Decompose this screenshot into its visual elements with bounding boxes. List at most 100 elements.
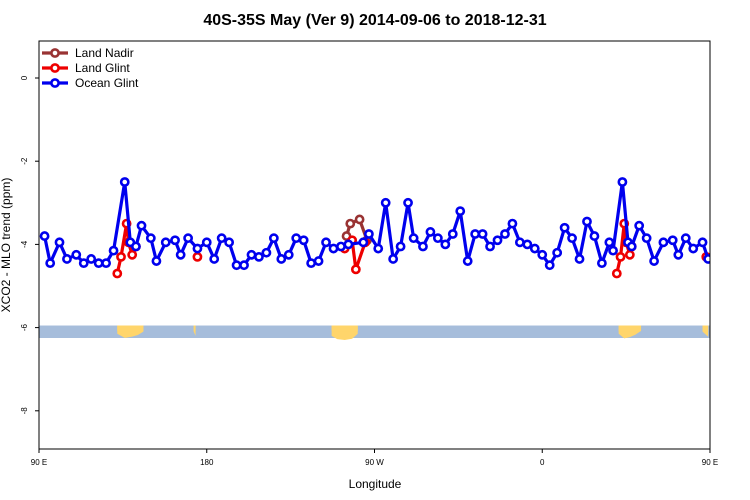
ocean-glint-point: [574, 254, 585, 264]
x-axis-label: Longitude: [349, 477, 402, 491]
ocean-glint-point: [403, 197, 413, 208]
ocean-glint-point: [276, 254, 287, 264]
ocean-glint-point: [522, 239, 533, 250]
legend-land-nadir-label: Land Nadir: [75, 46, 134, 60]
ocean-glint-point: [559, 222, 570, 233]
y-tick-label: -4: [20, 240, 29, 248]
ocean-glint-point: [86, 254, 97, 264]
land-patch-fill-3: [618, 325, 642, 332]
ocean-glint-point: [703, 254, 710, 264]
x-axis: 90 E 180 90 W 0 90 E: [31, 449, 718, 467]
ocean-glint-point: [239, 260, 249, 271]
land-patch-fill-1: [193, 325, 196, 332]
ocean-glint-point: [529, 243, 540, 254]
ocean-glint-point: [328, 243, 339, 254]
legend-land-glint-label: Land Glint: [75, 61, 130, 75]
ocean-glint-point: [673, 249, 684, 260]
ocean-glint-point: [93, 258, 104, 269]
ocean-glint-point: [216, 233, 227, 244]
ocean-glint-point: [62, 254, 72, 264]
ocean-glint-point: [291, 233, 302, 244]
ocean-glint-point: [364, 229, 374, 239]
ocean-glint-point: [261, 247, 272, 258]
ocean-glint-point: [485, 241, 495, 252]
ocean-glint-point: [108, 245, 119, 256]
land-nadir-point: [354, 214, 365, 225]
land-glint-point: [624, 249, 635, 260]
ocean-glint-point: [425, 227, 436, 237]
ocean-glint-point: [507, 218, 518, 229]
land-patch-fill-0: [117, 325, 144, 332]
y-axis: 0 -2 -4 -6 -8: [20, 75, 39, 414]
ocean-glint-point: [313, 256, 324, 266]
land-nadir-point: [345, 218, 356, 229]
land-patch-fill-2: [331, 325, 358, 332]
ocean-glint-point: [626, 241, 637, 252]
ocean-glint-point: [160, 237, 171, 248]
land-glint-point: [112, 268, 123, 279]
ocean-glint-point: [447, 229, 458, 239]
ocean-glint-point: [589, 231, 600, 241]
ocean-land-band: [39, 325, 710, 340]
ocean-glint-point: [537, 249, 548, 260]
ocean-glint-point: [78, 258, 89, 269]
ocean-glint-point: [373, 243, 384, 254]
ocean-glint-point: [209, 254, 220, 264]
ocean-glint-point: [136, 220, 147, 231]
ocean-glint-point: [183, 233, 194, 244]
ocean-glint-point: [440, 239, 451, 250]
ocean-glint-point: [343, 239, 354, 250]
chart-title: 40S-35S May (Ver 9) 2014-09-06 to 2018-1…: [203, 12, 546, 29]
ocean-glint-point: [492, 235, 503, 246]
y-tick-label: -2: [20, 157, 29, 165]
x-tick-label: 90 E: [702, 458, 718, 467]
ocean-glint-point: [455, 206, 466, 217]
ocean-glint-point: [306, 258, 317, 269]
ocean-glint-point: [649, 256, 659, 266]
legend-ocean-glint-label: Ocean Glint: [75, 76, 139, 90]
ocean-glint-point: [608, 245, 618, 256]
ocean-glint-point: [604, 237, 615, 248]
land-glint-point: [615, 251, 626, 262]
y-axis-label: XCO2 - MLO trend (ppm): [0, 178, 13, 313]
land-glint-point: [116, 251, 126, 262]
y-tick-label: 0: [20, 75, 29, 80]
series-layer: [39, 177, 710, 279]
ocean-glint-point: [641, 233, 652, 244]
ocean-glint-point: [514, 237, 525, 248]
legend-ocean-glint-marker: [50, 78, 60, 88]
ocean-glint-point: [39, 231, 50, 241]
ocean-glint-point: [617, 177, 628, 187]
ocean-glint-point: [567, 233, 577, 244]
ocean-glint-point: [395, 241, 406, 252]
x-tick-label: 90 W: [365, 458, 384, 467]
ocean-glint-point: [688, 243, 699, 254]
ocean-glint-point: [658, 237, 669, 248]
ocean-glint-point: [544, 260, 555, 271]
ocean-glint-point: [145, 233, 156, 244]
ocean-glint-point: [268, 233, 279, 244]
land-patch-fill-4: [702, 325, 709, 332]
ocean-glint-point: [408, 233, 419, 244]
ocean-glint-point: [697, 237, 708, 248]
ocean-glint-point: [54, 237, 65, 248]
ocean-glint-point: [477, 229, 488, 239]
ocean-glint-point: [201, 237, 212, 248]
ocean-glint-point: [175, 249, 186, 260]
land-glint-point: [350, 264, 361, 275]
ocean-glint-point: [634, 220, 645, 231]
land-nadir-line-0: [345, 217, 369, 241]
ocean-glint-point: [380, 197, 391, 208]
legend-land-nadir-marker: [50, 48, 60, 58]
legend-land-glint-marker: [50, 63, 60, 73]
ocean-glint-point: [321, 237, 331, 248]
ocean-glint-point: [231, 260, 242, 271]
ocean-glint-point: [45, 258, 56, 269]
ocean-glint-point: [462, 256, 473, 266]
ocean-glint-point: [470, 229, 481, 239]
x-tick-label: 90 E: [31, 458, 47, 467]
land-glint-point: [611, 268, 622, 279]
ocean-glint-point: [224, 237, 235, 248]
